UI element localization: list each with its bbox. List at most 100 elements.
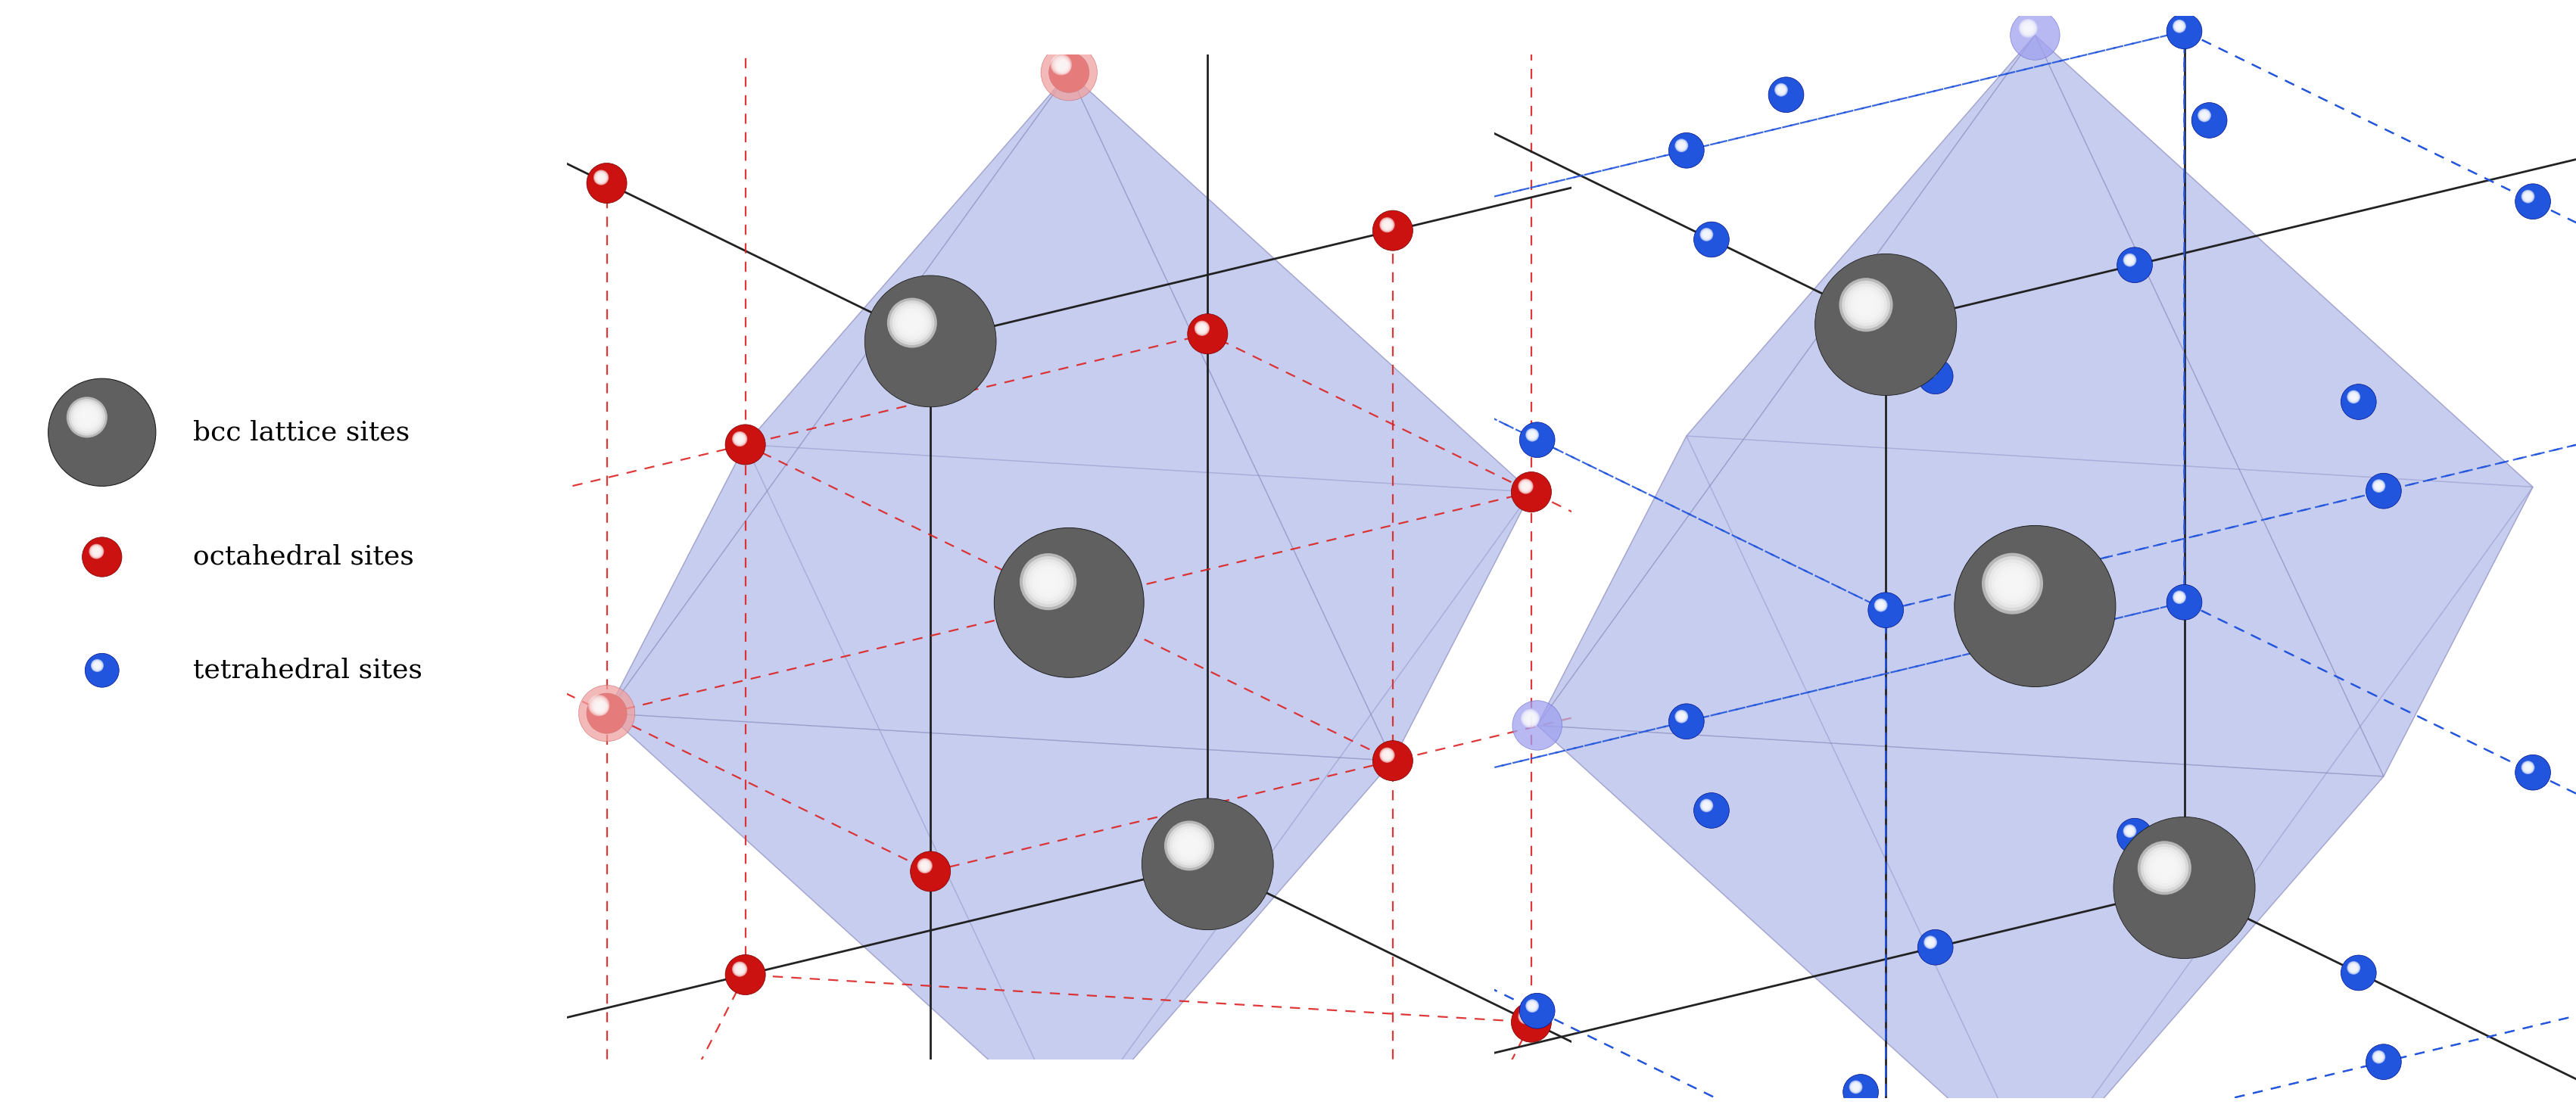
Circle shape <box>734 433 744 444</box>
Circle shape <box>1705 804 1708 808</box>
Circle shape <box>734 964 744 975</box>
Polygon shape <box>1538 36 2035 725</box>
Circle shape <box>1059 62 1069 71</box>
Circle shape <box>1680 143 1685 148</box>
Circle shape <box>1172 829 1206 862</box>
Circle shape <box>2349 965 2357 971</box>
Circle shape <box>902 311 925 334</box>
Circle shape <box>1703 801 1710 810</box>
Circle shape <box>1056 58 1066 70</box>
Circle shape <box>247 1051 281 1084</box>
Circle shape <box>1703 231 1710 238</box>
Circle shape <box>1989 559 2038 608</box>
Circle shape <box>1525 1000 1538 1012</box>
Circle shape <box>95 663 100 668</box>
Circle shape <box>595 703 605 713</box>
Circle shape <box>1991 563 2032 605</box>
Circle shape <box>1520 422 1556 458</box>
Circle shape <box>1775 84 1788 97</box>
Circle shape <box>1141 799 1273 930</box>
Circle shape <box>1059 61 1069 72</box>
Circle shape <box>737 436 744 442</box>
Circle shape <box>1829 95 1842 108</box>
Circle shape <box>2514 755 2550 790</box>
Circle shape <box>1352 629 1363 642</box>
Circle shape <box>1777 87 1785 92</box>
Circle shape <box>1195 322 1208 335</box>
Circle shape <box>2192 102 2228 138</box>
Circle shape <box>1528 1000 1538 1012</box>
Circle shape <box>263 535 304 575</box>
Circle shape <box>1051 55 1072 75</box>
Circle shape <box>85 653 118 687</box>
Circle shape <box>1430 1058 1435 1065</box>
Circle shape <box>2349 964 2357 973</box>
Circle shape <box>1383 751 1391 760</box>
Circle shape <box>2025 26 2030 31</box>
Circle shape <box>93 661 100 670</box>
Circle shape <box>1700 228 1713 242</box>
Circle shape <box>896 309 927 338</box>
Circle shape <box>1419 1048 1455 1084</box>
Circle shape <box>1839 277 1893 332</box>
Circle shape <box>1522 1014 1528 1019</box>
Circle shape <box>82 537 121 577</box>
Circle shape <box>2125 825 2136 837</box>
Circle shape <box>2117 247 2154 283</box>
Circle shape <box>1172 252 1206 287</box>
Circle shape <box>1780 88 1783 91</box>
Circle shape <box>2177 23 2182 29</box>
Circle shape <box>1154 1091 1185 1114</box>
Circle shape <box>1844 641 1855 648</box>
Circle shape <box>894 306 930 340</box>
Circle shape <box>2349 393 2357 401</box>
Circle shape <box>93 662 100 670</box>
Circle shape <box>2365 1044 2401 1079</box>
Circle shape <box>1680 144 1682 147</box>
Circle shape <box>1924 367 1935 377</box>
Circle shape <box>2352 966 2354 969</box>
Circle shape <box>1520 480 1533 492</box>
Circle shape <box>1118 1055 1260 1114</box>
Circle shape <box>2375 482 2383 489</box>
Circle shape <box>1355 633 1360 637</box>
Circle shape <box>67 397 108 438</box>
Circle shape <box>2347 961 2360 975</box>
Circle shape <box>1777 87 1783 92</box>
Circle shape <box>1195 321 1211 336</box>
Circle shape <box>726 424 765 465</box>
Circle shape <box>1875 599 1886 610</box>
Circle shape <box>1512 472 1551 512</box>
Circle shape <box>1198 323 1208 333</box>
Circle shape <box>1175 831 1203 860</box>
Circle shape <box>2522 189 2535 203</box>
Circle shape <box>2524 763 2532 771</box>
Circle shape <box>1355 634 1360 637</box>
Circle shape <box>1528 715 1533 722</box>
Circle shape <box>595 173 605 183</box>
Circle shape <box>1703 229 1710 240</box>
Circle shape <box>1847 642 1852 647</box>
Circle shape <box>1530 1003 1535 1009</box>
Circle shape <box>2277 1111 2282 1114</box>
Circle shape <box>2372 1052 2383 1063</box>
Circle shape <box>1182 263 1185 266</box>
Polygon shape <box>1538 36 2383 776</box>
Circle shape <box>2200 111 2208 119</box>
Circle shape <box>2272 1106 2285 1114</box>
Circle shape <box>90 546 100 557</box>
Circle shape <box>1847 643 1852 646</box>
Circle shape <box>49 379 155 486</box>
Circle shape <box>1875 599 1886 612</box>
Circle shape <box>1844 639 1855 649</box>
Circle shape <box>1345 51 1381 87</box>
Circle shape <box>2372 1051 2385 1064</box>
Text: octahedral sites: octahedral sites <box>193 544 415 570</box>
Polygon shape <box>1687 36 2532 487</box>
Circle shape <box>1700 800 1713 811</box>
Circle shape <box>1847 641 1852 648</box>
Circle shape <box>1198 324 1206 332</box>
Circle shape <box>2117 819 2154 853</box>
Circle shape <box>1061 65 1066 69</box>
Circle shape <box>2352 394 2357 399</box>
